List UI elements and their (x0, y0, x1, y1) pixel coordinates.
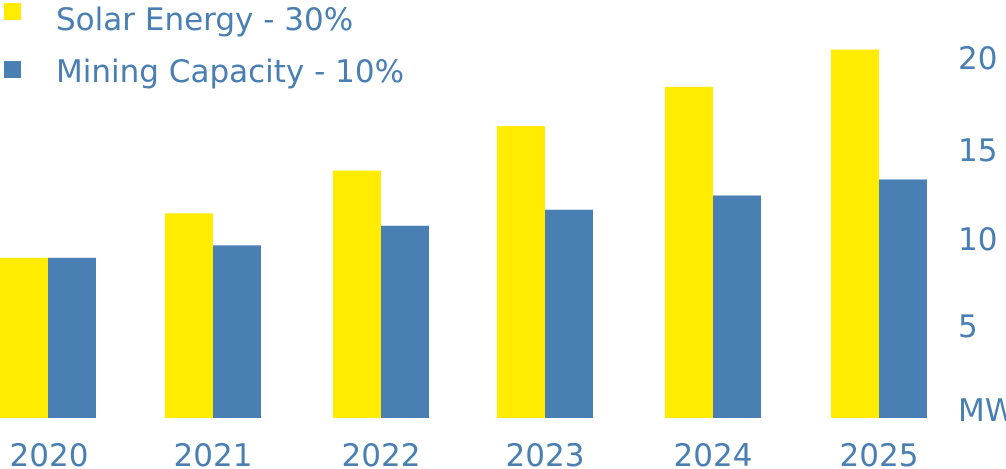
bar-solar-2022 (333, 170, 381, 418)
bar-mining-2024 (713, 195, 761, 418)
category-label-2024: 2024 (674, 438, 753, 469)
y-axis-labels: 20 15 10 5 MW (958, 41, 1006, 429)
y-tick-5: 5 (958, 309, 978, 345)
bar-mining-2021 (213, 245, 261, 418)
y-tick-20: 20 (958, 41, 997, 77)
bar-mining-2022 (381, 225, 429, 418)
category-label-2020: 2020 (10, 438, 89, 469)
bar-solar-2025 (831, 49, 879, 418)
bar-solar-2021 (165, 213, 213, 418)
bar-solar-2024 (665, 86, 713, 419)
bar-solar-2020 (0, 257, 48, 418)
category-label-2022: 2022 (342, 438, 421, 469)
legend-label-solar: Solar Energy - 30% (56, 2, 353, 38)
bar-solar-2023 (497, 126, 545, 418)
category-label-2025: 2025 (840, 438, 919, 469)
legend: Solar Energy - 30% Mining Capacity - 10% (4, 2, 404, 90)
y-tick-15: 15 (958, 133, 997, 169)
legend-label-mining: Mining Capacity - 10% (56, 54, 404, 90)
x-axis-labels: 2020 2021 2022 2023 2024 2025 (10, 438, 919, 469)
bars (0, 49, 927, 419)
y-tick-10: 10 (958, 222, 997, 258)
legend-swatch-mining (4, 61, 21, 78)
category-label-2023: 2023 (506, 438, 585, 469)
bar-mining-2020 (48, 257, 96, 418)
legend-swatch-solar (4, 3, 21, 20)
bar-mining-2023 (545, 209, 593, 418)
category-label-2021: 2021 (174, 438, 253, 469)
bar-mining-2025 (879, 179, 927, 418)
y-axis-unit: MW (958, 393, 1006, 429)
